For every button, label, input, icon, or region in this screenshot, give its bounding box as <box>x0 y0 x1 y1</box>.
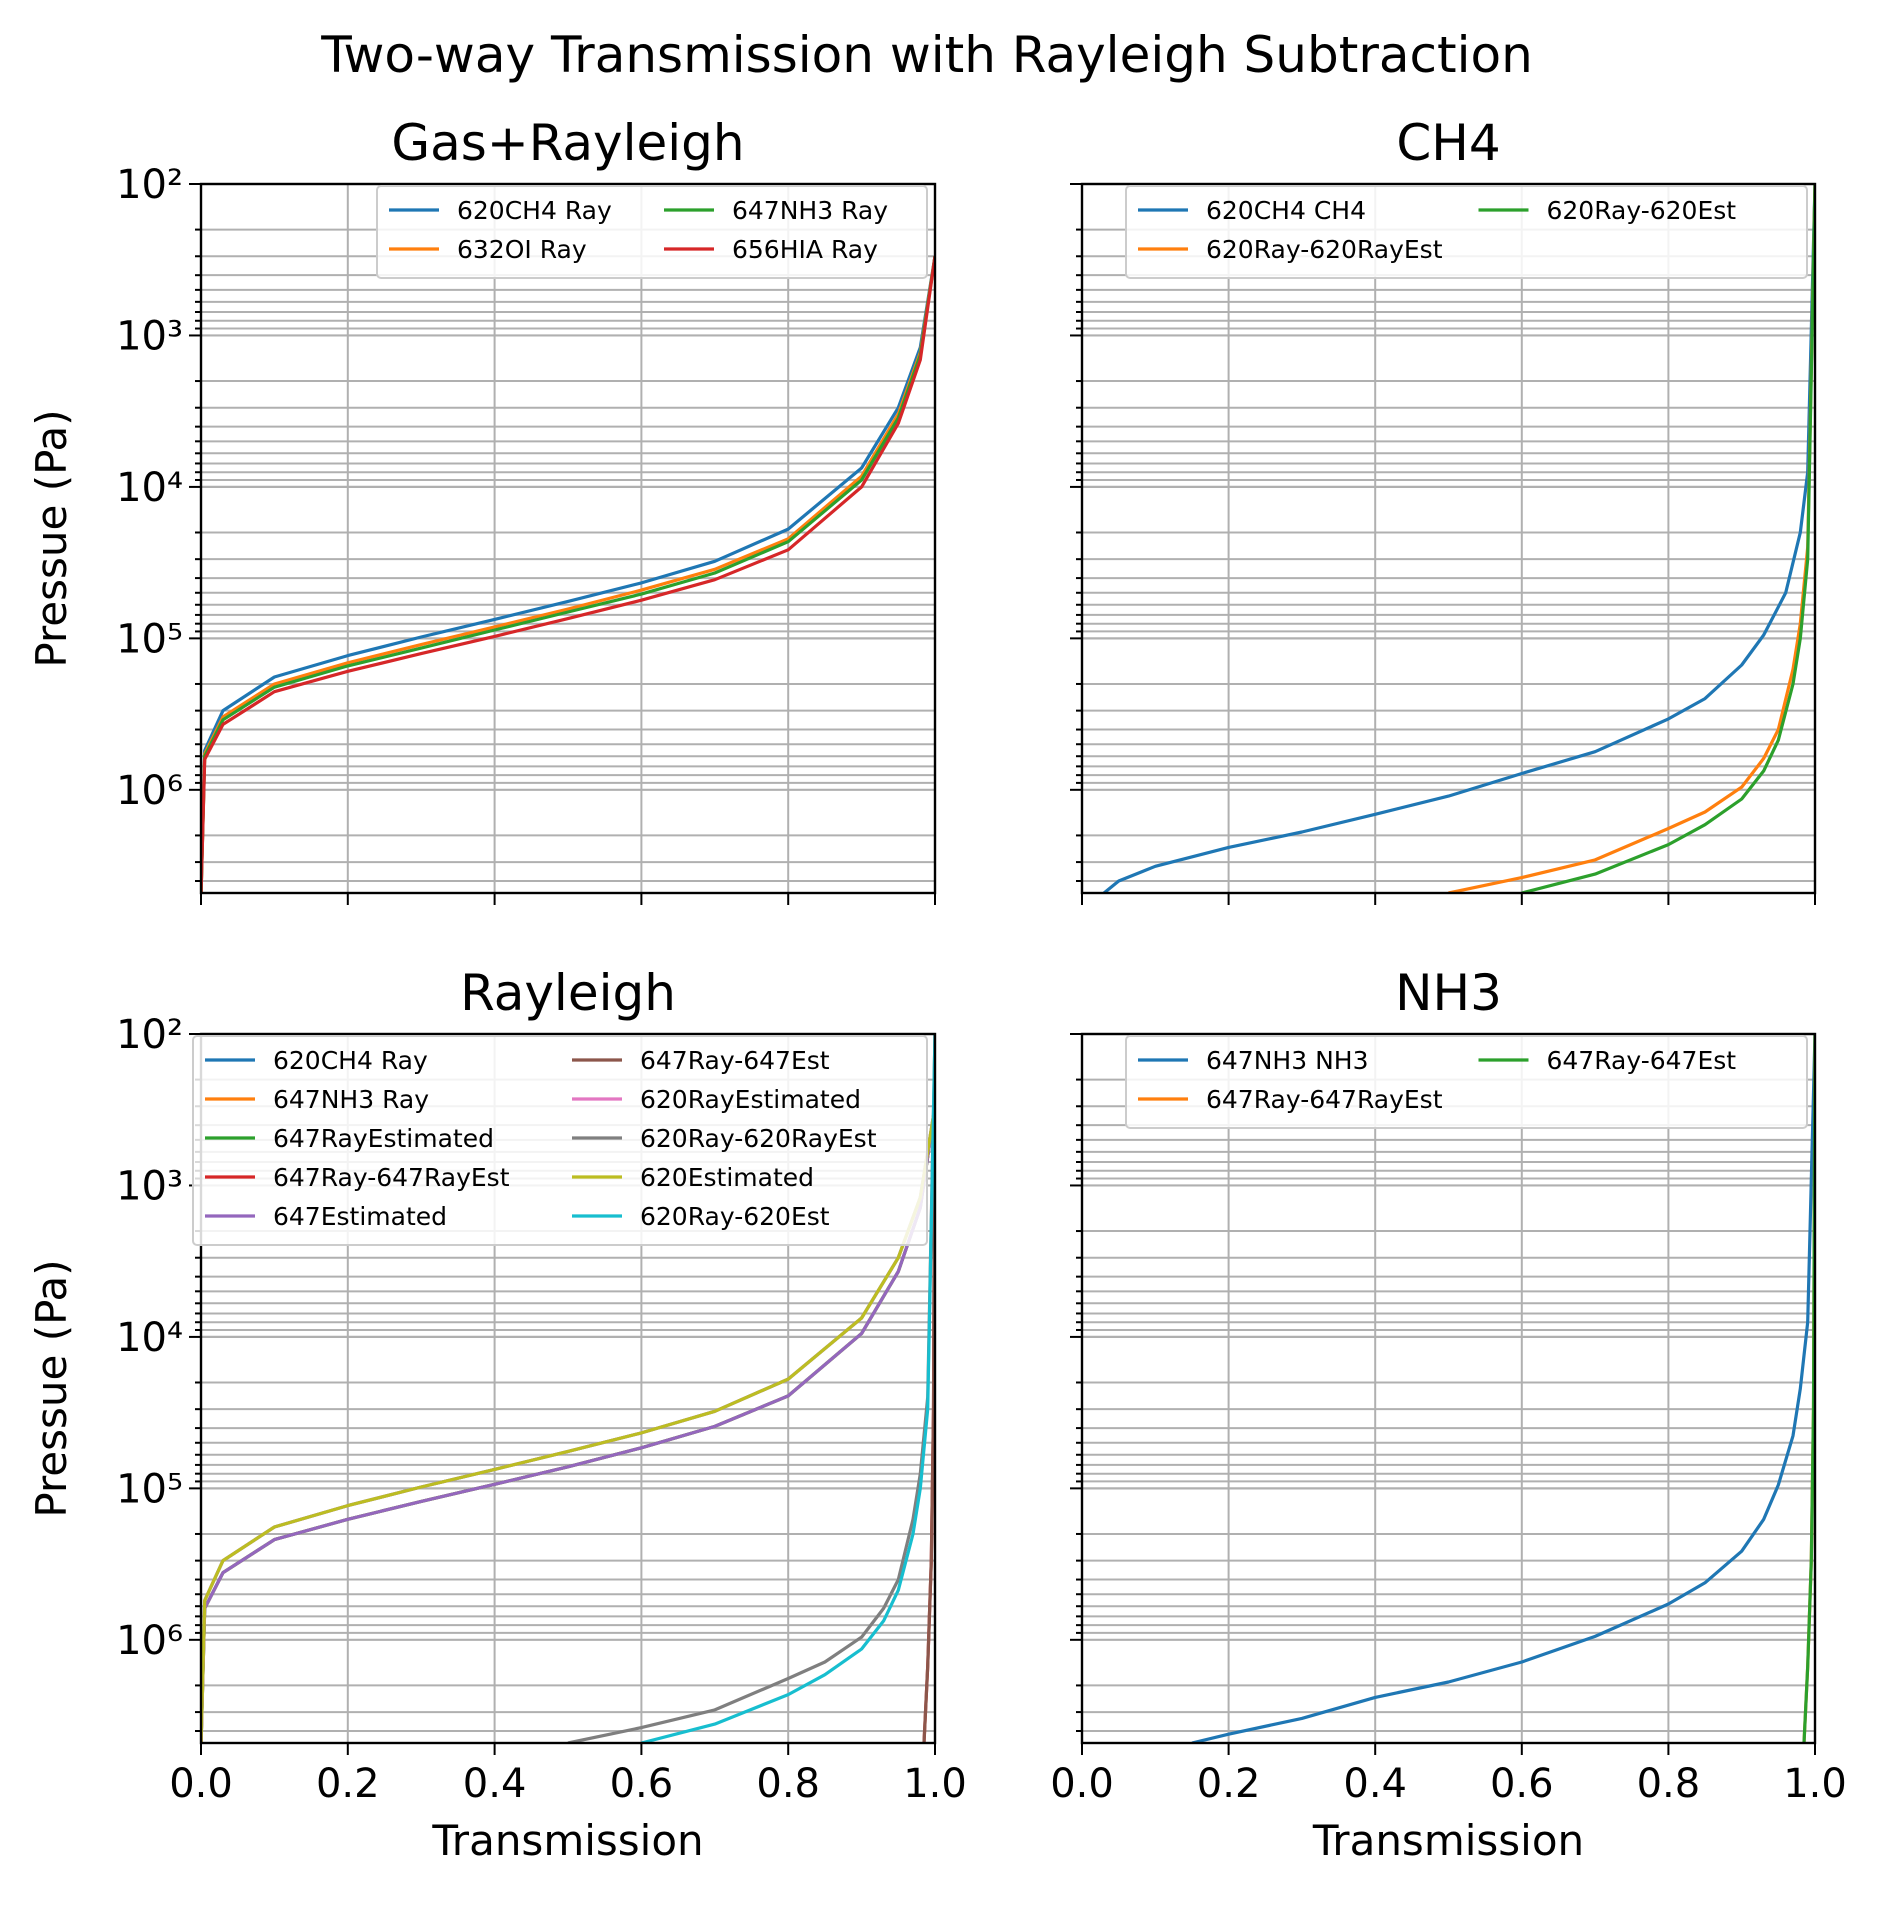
panel-1: 10² 10³ 10⁴ 10⁵ 10⁶ Gas+Rayleigh Pressue (Pa) 6… <box>27 114 937 905</box>
series-line-620Ray-620Est <box>1521 184 1815 893</box>
legend-label: 647NH3 Ray <box>273 1085 429 1114</box>
x-tick-label: 1.0 <box>903 1761 967 1807</box>
legend-box <box>192 1035 928 1246</box>
legend-label: 647Ray-647RayEst <box>273 1163 510 1192</box>
axes-frame <box>199 1032 937 1745</box>
axes-frame <box>199 182 937 895</box>
series-group <box>201 1034 935 1743</box>
panel-title: CH4 <box>1396 114 1500 172</box>
legend-label: 620CH4 Ray <box>457 196 612 225</box>
legend-label: 620Ray-620Est <box>640 1202 830 1231</box>
y-tick-label: 10³ <box>116 313 183 359</box>
x-axis-label: Transmission <box>431 1816 703 1865</box>
axes-frame <box>1080 182 1817 895</box>
y-tick-label: 10⁶ <box>116 1618 183 1664</box>
panel-title: Rayleigh <box>460 964 676 1022</box>
legend-box <box>376 185 928 279</box>
panel-4: 0.0 0.2 0.4 0.6 0.8 1.0 NH3 Transmission 647NH3 … <box>1050 964 1847 1865</box>
series-line-647NH3-NH3 <box>1191 1034 1815 1743</box>
x-tick-label: 0.8 <box>1637 1761 1701 1807</box>
y-tick-label: 10⁶ <box>116 768 183 814</box>
axes-frame <box>1080 1032 1817 1745</box>
legend-label: 620CH4 CH4 <box>1206 196 1366 225</box>
series-line-620CH4-CH4 <box>1102 184 1815 893</box>
legend-box <box>1125 185 1808 279</box>
legend-label: 620Ray-620RayEst <box>1206 235 1443 264</box>
legend-label: 656HIA Ray <box>732 235 878 264</box>
legend-label: 620RayEstimated <box>640 1085 861 1114</box>
y-tick-label: 10⁵ <box>116 1466 183 1512</box>
y-tick-label: 10² <box>116 162 183 208</box>
x-tick-label: 0.6 <box>610 1761 674 1807</box>
x-tick-label: 1.0 <box>1783 1761 1847 1807</box>
legend-label: 647RayEstimated <box>273 1124 494 1153</box>
legend-label: 620Ray-620Est <box>1547 196 1737 225</box>
legend-label: 647Ray-647Est <box>640 1046 830 1075</box>
legend-label: 620Estimated <box>640 1163 814 1192</box>
legend-label: 620Ray-620RayEst <box>640 1124 877 1153</box>
legend: 620CH4 CH4 620Ray-620RayEst 620Ray-620Est <box>1125 185 1808 279</box>
y-tick-label: 10⁵ <box>116 616 183 662</box>
panels: 10² 10³ 10⁴ 10⁵ 10⁶ Gas+Rayleigh Pressue (Pa) 6… <box>27 114 1847 1865</box>
y-axis-label: Pressue (Pa) <box>27 1259 76 1517</box>
figure-suptitle: Two-way Transmission with Rayleigh Subtr… <box>320 26 1533 84</box>
y-tick-label: 10⁴ <box>116 1315 183 1361</box>
legend: 620CH4 Ray 632OI Ray 647NH3 Ray 656HIA Ray <box>376 185 928 279</box>
series-line-647Estimated <box>201 1106 935 1743</box>
legend-label: 647NH3 Ray <box>732 196 888 225</box>
x-tick-label: 0.6 <box>1490 1761 1554 1807</box>
series-line-620CH4-Ray <box>201 256 935 893</box>
x-tick-label: 0.8 <box>756 1761 820 1807</box>
series-group <box>1102 184 1815 893</box>
series-line-632OI-Ray <box>201 256 935 893</box>
legend-label: 647Ray-647Est <box>1547 1046 1737 1075</box>
series-line-620Estimated <box>201 1106 935 1743</box>
x-tick-label: 0.2 <box>316 1761 380 1807</box>
legend: 620CH4 Ray 647NH3 Ray 647RayEstimated 647Ra… <box>192 1035 928 1246</box>
legend-label: 647Estimated <box>273 1202 447 1231</box>
series-line-656HIA-Ray <box>201 256 935 893</box>
x-tick-label: 0.4 <box>463 1761 527 1807</box>
y-tick-label: 10² <box>116 1012 183 1058</box>
legend-box <box>1125 1035 1808 1129</box>
x-tick-label: 0.4 <box>1343 1761 1407 1807</box>
legend-label: 620CH4 Ray <box>273 1046 428 1075</box>
legend-label: 647Ray-647RayEst <box>1206 1085 1443 1114</box>
legend-label: 632OI Ray <box>457 235 587 264</box>
x-tick-label: 0.0 <box>1050 1761 1114 1807</box>
series-line-647NH3-Ray <box>201 256 935 893</box>
legend: 647NH3 NH3 647Ray-647RayEst 647Ray-647Est <box>1125 1035 1808 1129</box>
panel-title: Gas+Rayleigh <box>391 114 744 172</box>
y-tick-label: 10³ <box>116 1163 183 1209</box>
panel-2: CH4 620CH4 CH4 620Ray-620RayEst 620Ray-620E… <box>1070 114 1817 905</box>
x-tick-label: 0.0 <box>169 1761 233 1807</box>
y-axis-label: Pressue (Pa) <box>27 409 76 667</box>
y-tick-label: 10⁴ <box>116 465 183 511</box>
series-line-620Ray-620Est <box>641 1034 935 1743</box>
series-group <box>201 256 935 893</box>
panel-title: NH3 <box>1395 964 1502 1022</box>
x-tick-label: 0.2 <box>1197 1761 1261 1807</box>
legend-label: 647NH3 NH3 <box>1206 1046 1368 1075</box>
x-axis-label: Transmission <box>1312 1816 1584 1865</box>
panel-3: 10² 10³ 10⁴ 10⁵ 10⁶ 0.0 0.2 0.4 0.6 0.8 1.0 Rayleig… <box>27 964 967 1865</box>
